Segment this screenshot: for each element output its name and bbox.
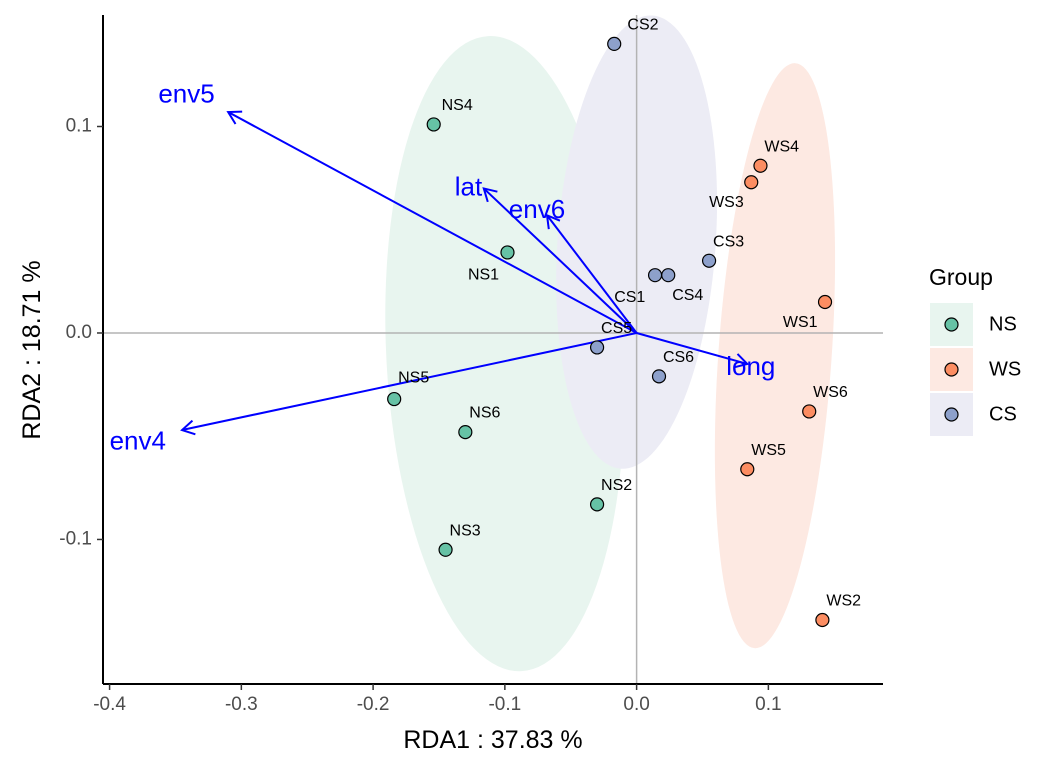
point-label-NS4: NS4 — [442, 97, 473, 114]
point-CS6 — [651, 369, 667, 384]
point-label-CS5: CS5 — [601, 320, 632, 337]
legend-title: Group — [929, 264, 993, 290]
legend-label-cs: CS — [989, 403, 1017, 425]
point-WS5 — [740, 462, 755, 477]
arrow-label-env4: env4 — [110, 425, 166, 455]
point-label-NS6: NS6 — [469, 405, 500, 422]
x-axis-title: RDA1 : 37.83 % — [403, 726, 582, 754]
point-WS4 — [753, 158, 768, 173]
point-WS1 — [817, 294, 833, 310]
y-tick-label: 0.0 — [66, 322, 92, 343]
arrow-env6-shaft — [546, 214, 638, 334]
x-tick-label: -0.1 — [488, 694, 521, 715]
arrow-env5-shaft — [227, 111, 638, 334]
point-NS5 — [387, 391, 402, 407]
y-axis-title: RDA2 : 18.71 % — [18, 260, 46, 439]
x-tick-label: -0.3 — [225, 694, 258, 715]
arrow-label-lat: lat — [455, 171, 483, 201]
point-CS2 — [607, 36, 622, 52]
point-WS3 — [744, 175, 759, 190]
point-CS4 — [661, 268, 676, 283]
point-label-WS6: WS6 — [813, 384, 848, 401]
legend-label-ns: NS — [989, 313, 1017, 335]
point-label-CS6: CS6 — [663, 349, 694, 366]
arrow-lat-head — [482, 187, 498, 203]
legend-swatch-cs — [944, 407, 959, 422]
point-label-NS5: NS5 — [398, 370, 429, 387]
point-WS6 — [802, 404, 817, 419]
x-tick-label: -0.2 — [357, 694, 390, 715]
arrow-long-shaft — [636, 332, 748, 365]
point-CS5 — [589, 340, 605, 355]
point-NS3 — [438, 542, 453, 557]
point-NS6 — [458, 424, 473, 440]
point-label-WS2: WS2 — [826, 593, 861, 610]
environment-arrows: env5 lat env6 env4 long — [110, 78, 776, 455]
arrow-env6-head — [545, 213, 561, 230]
arrow-long-head — [733, 353, 750, 369]
point-label-CS1: CS1 — [614, 289, 645, 306]
zero-reference-lines — [103, 15, 883, 684]
group-ellipses — [385, 15, 836, 672]
sample-points: NS4 NS1 NS5 NS6 NS2 NS3 CS2 CS3 CS1 CS4 CS5 CS6 WS4 W… — [387, 16, 861, 628]
point-NS4 — [426, 117, 441, 132]
point-label-NS2: NS2 — [601, 477, 632, 494]
arrow-env5-head — [226, 110, 243, 125]
point-label-CS2: CS2 — [627, 16, 658, 33]
point-label-WS1: WS1 — [783, 314, 818, 331]
legend-swatch-ns — [944, 317, 959, 332]
arrow-label-env5: env5 — [158, 78, 214, 108]
point-WS2 — [815, 612, 830, 628]
point-label-NS3: NS3 — [450, 522, 481, 539]
point-CS1 — [647, 268, 663, 283]
arrow-lat-shaft — [483, 187, 638, 334]
axes: -0.4 -0.3 -0.2 -0.1 0.0 0.1 -0.1 0.0 0.1 — [59, 15, 883, 715]
point-label-CS3: CS3 — [713, 233, 744, 250]
legend-label-ws: WS — [989, 358, 1021, 380]
legend: Group NS WS CS — [929, 264, 1021, 436]
arrow-env4-shaft — [181, 332, 637, 432]
y-tick-label: -0.1 — [59, 528, 92, 549]
point-NS2 — [589, 497, 605, 512]
x-tick-label: 0.0 — [623, 694, 649, 715]
point-label-CS4: CS4 — [672, 287, 703, 304]
x-tick-label: -0.4 — [93, 694, 126, 715]
point-label-WS3: WS3 — [709, 194, 744, 211]
ellipse-ws — [714, 63, 836, 649]
x-tick-label: 0.1 — [755, 694, 781, 715]
point-CS3 — [701, 253, 717, 268]
point-NS1 — [500, 245, 515, 260]
legend-swatch-ws — [944, 362, 959, 377]
arrow-label-long: long — [726, 351, 775, 381]
point-label-WS5: WS5 — [751, 442, 786, 459]
point-label-NS1: NS1 — [468, 266, 499, 283]
y-tick-label: 0.1 — [66, 116, 92, 137]
arrow-label-env6: env6 — [509, 194, 565, 224]
point-label-WS4: WS4 — [764, 138, 799, 155]
arrow-env4-head — [180, 419, 196, 436]
